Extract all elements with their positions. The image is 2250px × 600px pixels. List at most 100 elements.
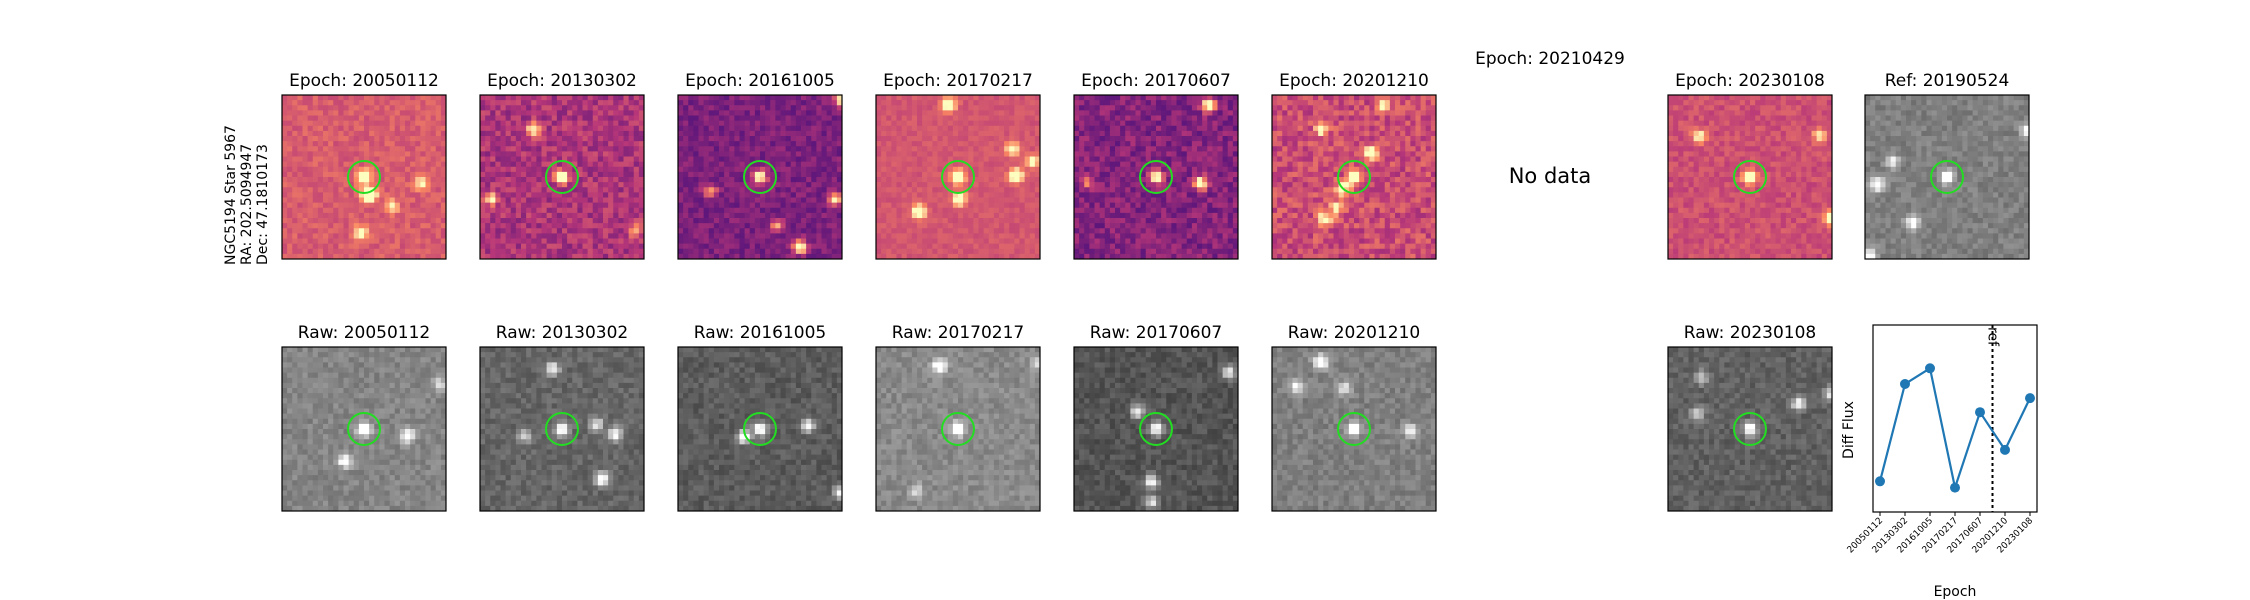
panel-frame: [1667, 94, 1833, 260]
ref-panel: Ref: 20190524: [1864, 71, 2030, 260]
panel-title: Epoch: 20130302: [487, 71, 637, 91]
diff-panel-empty: Epoch: 20210429 No data: [1475, 49, 1625, 188]
target-circle: [941, 412, 975, 446]
panel-frame: [677, 346, 843, 512]
data-point: [1975, 407, 1985, 418]
panel-image: [678, 95, 843, 260]
reference-label: ref: [1985, 327, 2001, 347]
panel-frame: [479, 94, 645, 260]
panel-image: [1272, 347, 1437, 512]
panel-image: [282, 347, 447, 512]
target-circle: [941, 160, 975, 194]
data-point: [1900, 379, 1910, 389]
panel-image: [876, 95, 1041, 260]
panel-frame: [875, 346, 1041, 512]
panel-frame: [1864, 94, 2030, 260]
x-axis-label: Epoch: [1934, 584, 1977, 600]
x-tick-labels: 2005011220130302201610052017021720170607…: [1846, 512, 2035, 556]
data-point: [1875, 476, 1885, 487]
target-dec: Dec: 47.1810173: [255, 144, 271, 265]
panel-image: [282, 95, 447, 260]
panel-title: Epoch: 20201210: [1279, 71, 1429, 91]
panel-frame: [1073, 94, 1239, 260]
panel-image: [1272, 95, 1437, 260]
target-circle: [1733, 160, 1767, 194]
raw-panel: Raw: 20170217: [875, 323, 1041, 512]
raw-panel: Raw: 20201210: [1271, 323, 1437, 512]
target-circle: [1139, 412, 1173, 446]
target-circle: [1733, 412, 1767, 446]
data-point: [2025, 393, 2035, 404]
panel-title: Raw: 20230108: [1684, 323, 1817, 343]
raw-panel: Raw: 20170607: [1073, 323, 1239, 512]
panel-frame: [875, 94, 1041, 260]
panel-title: Ref: 20190524: [1885, 71, 2010, 91]
panel-frame: [479, 346, 645, 512]
target-circle: [743, 412, 777, 446]
panel-title: Epoch: 20050112: [289, 71, 439, 91]
diff-panel: Epoch: 20161005: [677, 71, 843, 260]
diff-panel: Epoch: 20230108: [1667, 71, 1833, 260]
panel-title: Epoch: 20161005: [685, 71, 835, 91]
target-name: NGC5194 Star 5967: [223, 125, 239, 265]
panel-frame: [1271, 346, 1437, 512]
data-point: [2000, 444, 2010, 455]
data-point: [1925, 363, 1935, 374]
series-diff-flux: [1875, 363, 2035, 493]
panel-title: Raw: 20201210: [1288, 323, 1421, 343]
panel-title: Raw: 20050112: [298, 323, 431, 343]
raw-panel: Raw: 20161005: [677, 323, 843, 512]
target-label: NGC5194 Star 5967 RA: 202.5094947 Dec: 4…: [223, 125, 271, 265]
target-circle: [1139, 160, 1173, 194]
panel-image: [480, 95, 645, 260]
target-circle: [1337, 412, 1371, 446]
target-circle: [545, 160, 579, 194]
reference-marker: ref: [1985, 325, 2001, 512]
target-circle: [743, 160, 777, 194]
panel-title: Raw: 20161005: [694, 323, 827, 343]
panel-title: Raw: 20170217: [892, 323, 1025, 343]
diff-panel: Epoch: 20170607: [1073, 71, 1239, 260]
diff-panel: Epoch: 20130302: [479, 71, 645, 260]
y-axis-label: Diff Flux: [1841, 401, 1857, 459]
target-circle: [1930, 160, 1964, 194]
panel-image: [678, 347, 843, 512]
panel-title: Raw: 20170607: [1090, 323, 1223, 343]
raw-panel: Raw: 20130302: [479, 323, 645, 512]
difference-image-row: Epoch: 20050112 Epoch: 20130302 Epoch: 201…: [281, 49, 1833, 260]
panel-frame: [1271, 94, 1437, 260]
panel-frame: [1667, 346, 1833, 512]
panel-title: Epoch: 20210429: [1475, 49, 1625, 69]
panel-title: Epoch: 20170217: [883, 71, 1033, 91]
target-circle: [1337, 160, 1371, 194]
target-circle: [545, 412, 579, 446]
panel-frame: [281, 346, 447, 512]
panel-image: [480, 347, 645, 512]
panel-image: [1074, 347, 1239, 512]
raw-panel: Raw: 20230108: [1667, 323, 1833, 512]
raw-image-row: Raw: 20050112 Raw: 20130302 Raw: 20161005 R…: [281, 323, 1833, 512]
target-ra: RA: 202.5094947: [239, 144, 255, 265]
reference-image-cell: Ref: 20190524: [1864, 71, 2030, 260]
panel-image: [1668, 347, 1833, 512]
panel-frame: [281, 94, 447, 260]
panel-title: Epoch: 20230108: [1675, 71, 1825, 91]
target-circle: [347, 160, 381, 194]
panel-frame: [1073, 346, 1239, 512]
panel-frame: [677, 94, 843, 260]
panel-image: [876, 347, 1041, 512]
panel-image: [1668, 95, 1833, 260]
target-circle: [347, 412, 381, 446]
panel-title: Epoch: 20170607: [1081, 71, 1231, 91]
data-point: [1950, 482, 1960, 493]
diff-panel: Epoch: 20170217: [875, 71, 1041, 260]
light-curve-chart: ref 200501122013030220161005201702172017…: [1841, 324, 2038, 600]
panel-title: Raw: 20130302: [496, 323, 629, 343]
panel-image: [1074, 95, 1239, 260]
no-data-label: No data: [1509, 164, 1592, 188]
raw-panel: Raw: 20050112: [281, 323, 447, 512]
panel-image: [1865, 95, 2030, 260]
diff-panel: Epoch: 20050112: [281, 71, 447, 260]
diff-panel: Epoch: 20201210: [1271, 71, 1437, 260]
